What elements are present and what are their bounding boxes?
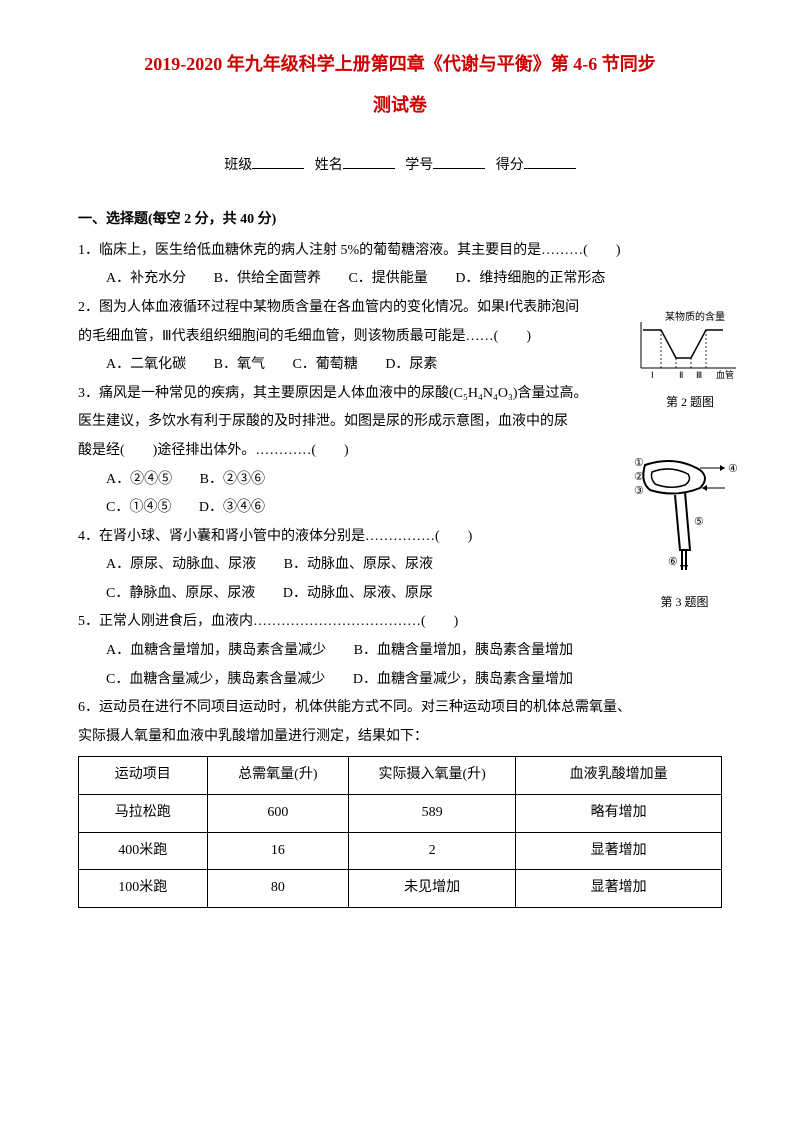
svg-text:某物质的含量: 某物质的含量 [665, 310, 725, 323]
svg-text:③: ③ [634, 485, 644, 497]
q4-opt-a: A．原尿、动脉血、尿液 [106, 557, 256, 572]
svg-text:①: ① [634, 457, 644, 469]
label-id: 学号 [405, 158, 433, 173]
cell: 600 [207, 795, 348, 833]
label-score: 得分 [496, 158, 524, 173]
question-3-line1: 3．痛风是一种常见的疾病，其主要原因是人体血液中的尿酸(C₅H₄N₄O₃)含量过… [78, 381, 588, 408]
label-class: 班级 [224, 158, 252, 173]
th-3: 血液乳酸增加量 [516, 757, 722, 795]
q2-opt-b: B．氧气 [214, 357, 265, 372]
q1-opt-d: D．维持细胞的正常形态 [455, 271, 605, 286]
th-2: 实际摄入氧量(升) [349, 757, 516, 795]
question-5-options-row2: C．血糖含量减少，胰岛素含量减少 D．血糖含量减少，胰岛素含量增加 [78, 667, 722, 694]
q3-opt-d: D．③④⑥ [199, 500, 265, 515]
blank-id[interactable] [433, 151, 485, 169]
cell: 2 [349, 832, 516, 870]
question-5: 5．正常人刚进食后，血液内………………………………( ) [78, 609, 722, 636]
q3-opt-a: A．②④⑤ [106, 472, 172, 487]
q4-opt-b: B．动脉血、原尿、尿液 [284, 557, 433, 572]
cell: 未见增加 [349, 870, 516, 908]
th-1: 总需氧量(升) [207, 757, 348, 795]
svg-text:⑤: ⑤ [694, 516, 704, 528]
question-1: 1．临床上，医生给低血糖休克的病人注射 5%的葡萄糖溶液。其主要目的是………( … [78, 238, 722, 265]
question-3-line3: 酸是经( )途径排出体外。…………( ) [78, 438, 588, 465]
cell: 80 [207, 870, 348, 908]
figure-q2: 某物质的含量 Ⅰ Ⅱ Ⅲ 血管 第 2 题图 [630, 310, 750, 414]
question-3-options-row2: C．①④⑤ D．③④⑥ [78, 495, 722, 522]
q1-opt-a: A．补充水分 [106, 271, 186, 286]
table-row: 马拉松跑 600 589 略有增加 [79, 795, 722, 833]
cell: 100米跑 [79, 870, 208, 908]
svg-text:Ⅲ: Ⅲ [696, 370, 702, 380]
question-4-options-row2: C．静脉血、原尿、尿液 D．动脉血、尿液、原尿 [78, 581, 722, 608]
figure-q3: ① ② ③ ④ ⑤ ⑥ 第 3 题图 [627, 450, 742, 614]
table-row: 400米跑 16 2 显著增加 [79, 832, 722, 870]
cell: 略有增加 [516, 795, 722, 833]
question-3-options-row1: A．②④⑤ B．②③⑥ [78, 467, 722, 494]
figure-q3-caption: 第 3 题图 [627, 591, 742, 614]
page-title-line2: 测试卷 [78, 88, 722, 122]
svg-text:Ⅰ: Ⅰ [651, 370, 654, 380]
q4-opt-d: D．动脉血、尿液、原尿 [283, 586, 433, 601]
figure-q2-caption: 第 2 题图 [630, 391, 750, 414]
question-1-options: A．补充水分 B．供给全面营养 C．提供能量 D．维持细胞的正常形态 [78, 266, 722, 293]
q4-opt-c: C．静脉血、原尿、尿液 [106, 586, 255, 601]
th-0: 运动项目 [79, 757, 208, 795]
table-row: 100米跑 80 未见增加 显著增加 [79, 870, 722, 908]
q5-opt-a: A．血糖含量增加，胰岛素含量减少 [106, 643, 326, 658]
question-3-line2: 医生建议，多饮水有利于尿酸的及时排泄。如图是尿的形成示意图，血液中的尿 [78, 409, 588, 436]
question-2-line2: 的毛细血管，Ⅲ代表组织细胞间的毛细血管，则该物质最可能是……( ) [78, 324, 588, 351]
cell: 400米跑 [79, 832, 208, 870]
q3-opt-c: C．①④⑤ [106, 500, 171, 515]
svg-text:④: ④ [728, 463, 738, 475]
question-6-line2: 实际摄人氧量和血液中乳酸增加量进行测定，结果如下： [78, 724, 722, 751]
data-table: 运动项目 总需氧量(升) 实际摄入氧量(升) 血液乳酸增加量 马拉松跑 600 … [78, 756, 722, 907]
cell: 显著增加 [516, 832, 722, 870]
question-2-options: A．二氧化碳 B．氧气 C．葡萄糖 D．尿素 [78, 352, 722, 379]
cell: 显著增加 [516, 870, 722, 908]
q5-opt-d: D．血糖含量减少，胰岛素含量增加 [353, 672, 573, 687]
question-5-options-row1: A．血糖含量增加，胰岛素含量减少 B．血糖含量增加，胰岛素含量增加 [78, 638, 722, 665]
student-info-line: 班级 姓名 学号 得分 [78, 151, 722, 180]
cell: 589 [349, 795, 516, 833]
cell: 16 [207, 832, 348, 870]
cell: 马拉松跑 [79, 795, 208, 833]
q5-opt-c: C．血糖含量减少，胰岛素含量减少 [106, 672, 325, 687]
q3-opt-b: B．②③⑥ [200, 472, 265, 487]
question-4-options-row1: A．原尿、动脉血、尿液 B．动脉血、原尿、尿液 [78, 552, 722, 579]
blank-name[interactable] [343, 151, 395, 169]
svg-text:Ⅱ: Ⅱ [679, 370, 683, 380]
q2-opt-a: A．二氧化碳 [106, 357, 186, 372]
table-header-row: 运动项目 总需氧量(升) 实际摄入氧量(升) 血液乳酸增加量 [79, 757, 722, 795]
question-2-line1: 2．图为人体血液循环过程中某物质含量在各血管内的变化情况。如果Ⅰ代表肺泡间 [78, 295, 588, 322]
section-header: 一、选择题(每空 2 分，共 40 分) [78, 207, 722, 234]
blank-score[interactable] [524, 151, 576, 169]
q1-opt-b: B．供给全面营养 [214, 271, 321, 286]
svg-text:⑥: ⑥ [668, 556, 678, 568]
q1-opt-c: C．提供能量 [348, 271, 427, 286]
svg-text:血管: 血管 [716, 369, 734, 380]
label-name: 姓名 [315, 158, 343, 173]
q2-opt-c: C．葡萄糖 [292, 357, 357, 372]
q2-opt-d: D．尿素 [385, 357, 437, 372]
question-4: 4．在肾小球、肾小囊和肾小管中的液体分别是……………( ) [78, 524, 722, 551]
question-6-line1: 6．运动员在进行不同项目运动时，机体供能方式不同。对三种运动项目的机体总需氧量、 [78, 695, 722, 722]
blank-class[interactable] [252, 151, 304, 169]
svg-text:②: ② [634, 471, 644, 483]
page-title-line1: 2019-2020 年九年级科学上册第四章《代谢与平衡》第 4-6 节同步 [78, 48, 722, 80]
q5-opt-b: B．血糖含量增加，胰岛素含量增加 [354, 643, 573, 658]
